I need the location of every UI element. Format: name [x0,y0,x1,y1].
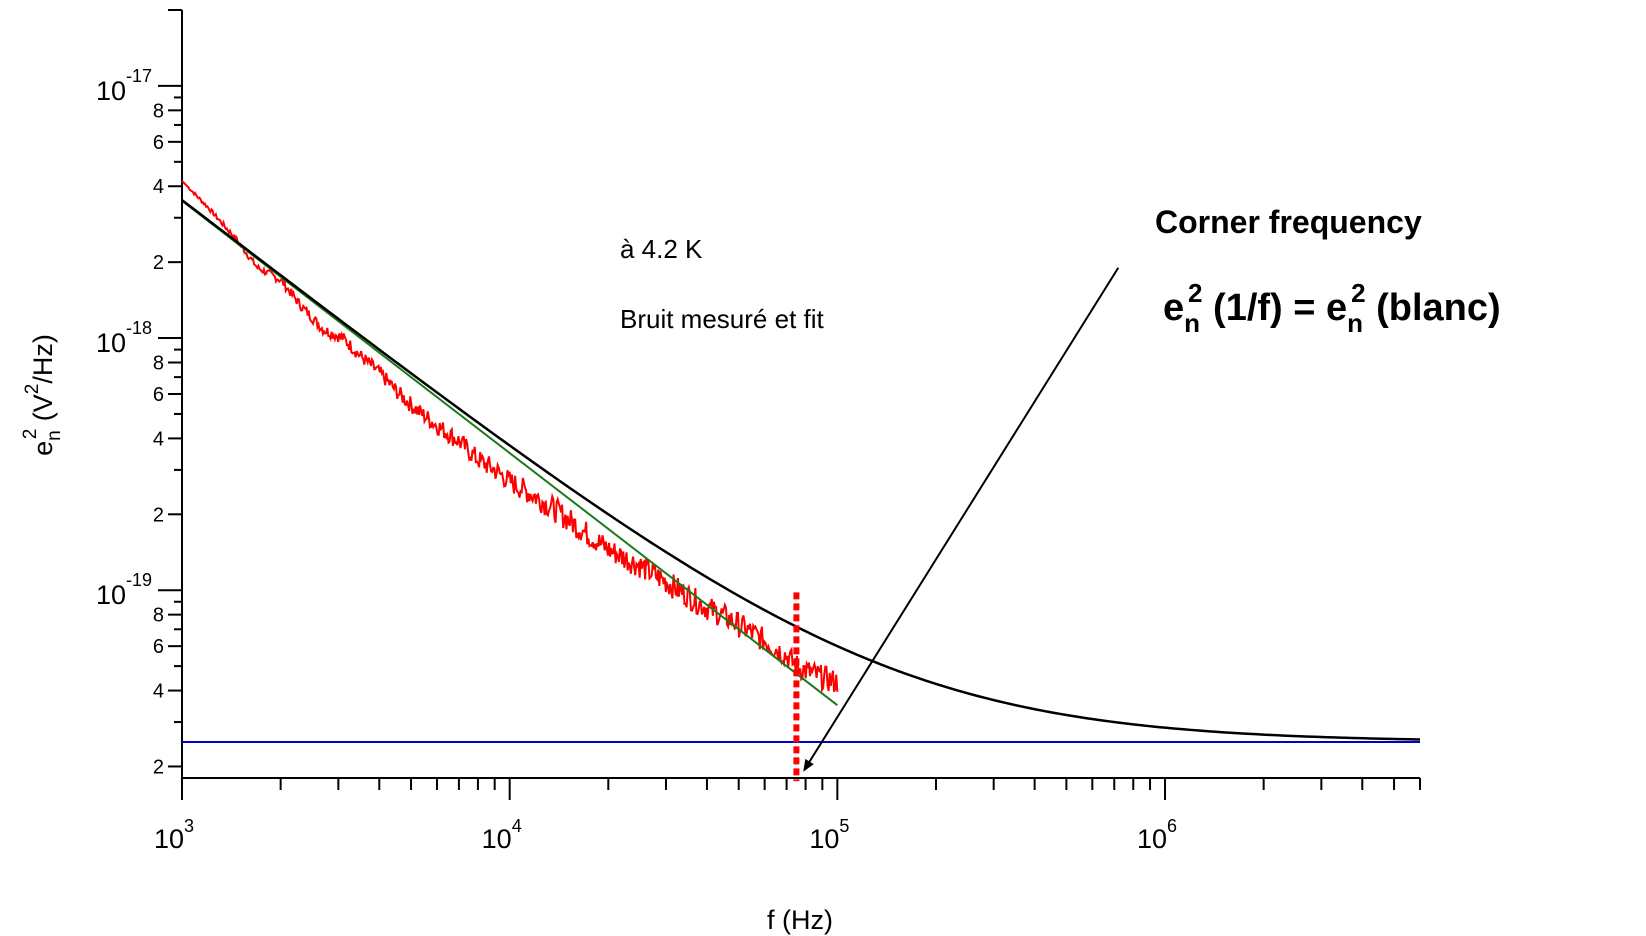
y-tick-label-exp: -17 [126,66,152,86]
eq-rhs-base: e [1326,287,1347,329]
eq-rhs-arg: (blanc) [1366,287,1501,329]
x-tick-label-exp: 6 [1167,816,1177,836]
measured-noise-line [181,180,839,694]
x-axis-title: f (Hz) [767,905,833,935]
y-tick-label-base: 10 [96,580,126,610]
y-minor-tick-label: 6 [153,636,164,658]
y-minor-tick-label: 4 [153,681,164,703]
y-title-unit-pre: (V [28,394,58,429]
axes [158,9,1421,800]
y-minor-tick-label: 2 [153,504,164,526]
y-title-unit-sup: 2 [22,384,43,395]
y-title-sub: n [44,430,65,441]
x-tick-label-base: 10 [482,824,512,854]
y-minor-tick-label: 6 [153,384,164,406]
series-group [181,180,1421,782]
y-minor-tick-label: 4 [153,428,164,450]
x-tick-label: 104 [482,816,522,854]
x-tick-label-base: 10 [809,824,839,854]
y-minor-tick-label: 8 [153,352,164,374]
y-title-base: e [28,441,58,456]
corner-arrow [803,267,1120,772]
x-tick-label: 105 [809,816,849,854]
x-tick-label-base: 10 [1137,824,1167,854]
y-minor-tick-label: 6 [153,132,164,154]
description-annotation: Bruit mesuré et fit [620,304,825,334]
y-title-unit-post: /Hz) [28,334,58,384]
eq-lhs-base: e [1163,287,1184,329]
x-tick-label-base: 10 [154,824,184,854]
eq-rhs-sub: n [1347,308,1363,338]
x-tick-label-exp: 4 [512,816,522,836]
corner-title-annotation: Corner frequency [1155,204,1422,240]
y-tick-label: 10-19 [96,570,152,610]
one-over-f-line [181,200,838,706]
y-axis-title: en2 (V2/Hz) [20,334,65,456]
x-tick-label-exp: 3 [184,816,194,836]
y-tick-label-exp: -19 [126,570,152,590]
x-tick-label: 106 [1137,816,1177,854]
y-tick-label-base: 10 [96,76,126,106]
eq-lhs-sup: 2 [1188,278,1202,308]
y-tick-label-exp: -18 [126,318,152,338]
eq-lhs-sub: n [1184,308,1200,338]
eq-lhs-arg: (1/f) = [1203,287,1327,329]
y-minor-tick-label: 8 [153,100,164,122]
fit-curve [181,199,1421,741]
y-title-sup: 2 [20,429,41,440]
y-tick-label: 10-18 [96,318,152,358]
y-minor-tick-label: 8 [153,605,164,627]
corner-equation: en2 (1/f) = en2 (blanc) [1163,278,1501,338]
eq-rhs-sup: 2 [1351,278,1365,308]
temperature-annotation: à 4.2 K [620,234,703,264]
y-tick-label-base: 10 [96,328,126,358]
y-minor-tick-label: 2 [153,252,164,274]
y-minor-tick-label: 2 [153,756,164,778]
y-minor-tick-label: 4 [153,176,164,198]
x-tick-label: 103 [154,816,194,854]
y-tick-label: 10-17 [96,66,152,106]
x-tick-label-exp: 5 [839,816,849,836]
